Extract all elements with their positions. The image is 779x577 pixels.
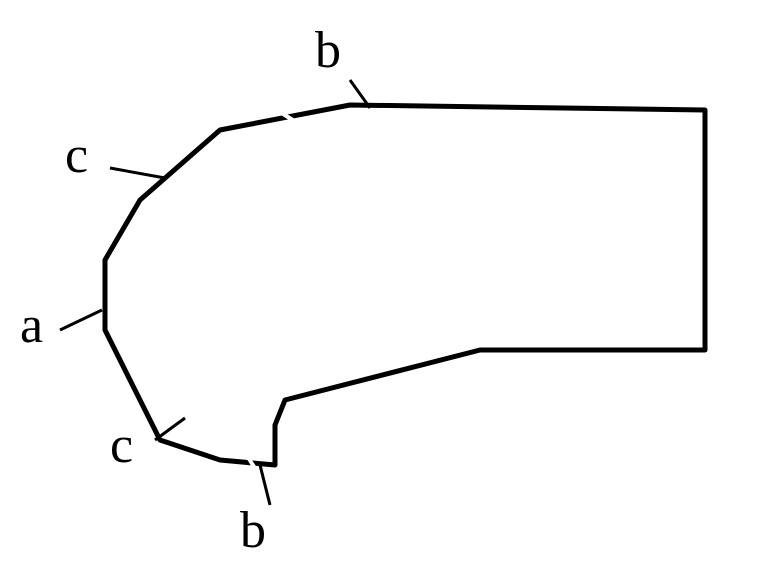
b_bottom_line [260, 465, 270, 505]
a_left_line [60, 310, 102, 330]
label-a_left: a [20, 300, 43, 352]
shape-outline [105, 105, 705, 465]
diagram-svg [0, 0, 779, 577]
label-b_top: b [315, 25, 341, 77]
c_top_line [110, 168, 165, 178]
label-c_top: c [65, 130, 88, 182]
label-b_bottom: b [240, 505, 266, 557]
label-c_bottom: c [110, 420, 133, 472]
